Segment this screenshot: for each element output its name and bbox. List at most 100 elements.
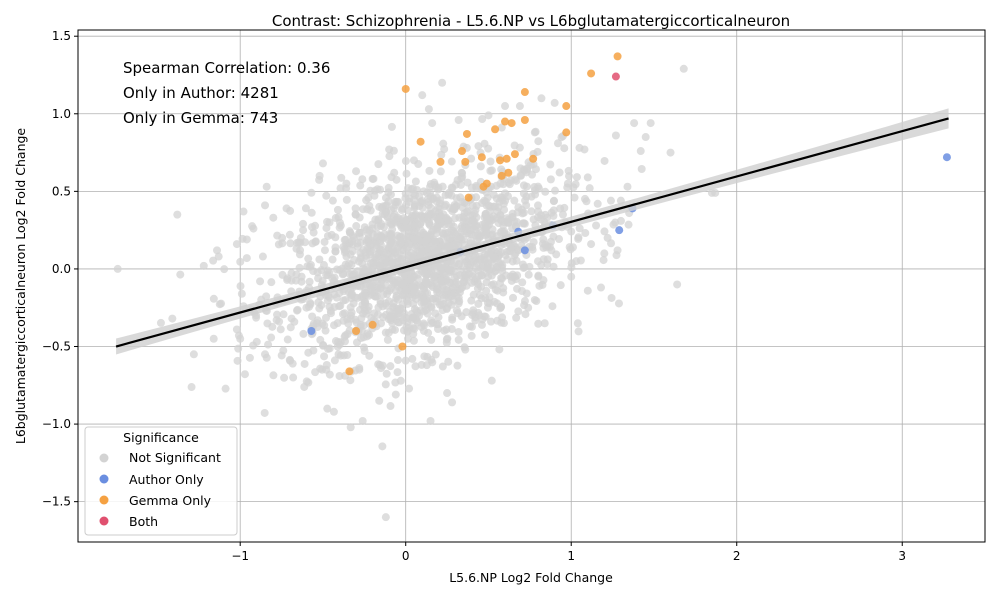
point-not-significant (438, 229, 447, 238)
point-not-significant (553, 139, 562, 148)
point-not-significant (346, 228, 355, 237)
annotation-gemma-only: Only in Gemma: 743 (123, 109, 278, 127)
point-not-significant (454, 115, 463, 124)
point-not-significant (444, 190, 453, 199)
point-not-significant (269, 213, 278, 222)
point-not-significant (307, 208, 316, 217)
point-not-significant (529, 215, 538, 224)
point-not-significant (443, 389, 452, 398)
point-not-significant (378, 442, 387, 451)
point-not-significant (386, 362, 395, 371)
x-axis-label: L5.6.NP Log2 Fold Change (449, 570, 613, 585)
point-not-significant (438, 306, 447, 315)
annotation-author-only: Only in Author: 4281 (123, 84, 279, 102)
point-not-significant (410, 195, 419, 204)
point-not-significant (495, 345, 504, 354)
point-not-significant (558, 210, 567, 219)
point-not-significant (199, 261, 208, 270)
point-not-significant (504, 192, 513, 201)
point-gemma-only (529, 154, 538, 163)
x-tick-label: −1 (231, 549, 249, 563)
point-not-significant (333, 205, 342, 214)
point-not-significant (556, 204, 565, 213)
point-not-significant (540, 319, 549, 328)
point-not-significant (481, 210, 490, 219)
point-not-significant (418, 91, 427, 100)
point-not-significant (352, 167, 361, 176)
point-not-significant (410, 285, 419, 294)
point-not-significant (443, 216, 452, 225)
point-not-significant (624, 220, 633, 229)
point-not-significant (341, 331, 350, 340)
point-not-significant (487, 376, 496, 385)
point-not-significant (330, 273, 339, 282)
point-not-significant (487, 166, 496, 175)
point-gemma-only (401, 84, 410, 93)
point-not-significant (467, 154, 476, 163)
point-not-significant (385, 152, 394, 161)
point-not-significant (390, 168, 399, 177)
point-not-significant (351, 204, 360, 213)
point-not-significant (351, 210, 360, 219)
point-not-significant (307, 188, 316, 197)
legend: Significance Not Significant Author Only… (84, 426, 238, 536)
point-not-significant (459, 277, 468, 286)
point-gemma-only (461, 157, 470, 166)
point-not-significant (302, 303, 311, 312)
point-not-significant (401, 217, 410, 226)
point-not-significant (450, 273, 459, 282)
point-not-significant (376, 185, 385, 194)
point-not-significant (417, 360, 426, 369)
legend-label-gemma-only: Gemma Only (129, 493, 212, 508)
point-not-significant (505, 180, 514, 189)
point-not-significant (366, 240, 375, 249)
point-not-significant (464, 217, 473, 226)
point-not-significant (427, 335, 436, 344)
point-not-significant (362, 225, 371, 234)
point-not-significant (555, 235, 564, 244)
point-not-significant (600, 249, 609, 258)
point-not-significant (567, 227, 576, 236)
point-not-significant (346, 423, 355, 432)
point-gemma-only (477, 153, 486, 162)
x-tick-label: 1 (567, 549, 575, 563)
point-not-significant (481, 330, 490, 339)
point-not-significant (407, 269, 416, 278)
point-not-significant (377, 219, 386, 228)
point-not-significant (236, 257, 245, 266)
point-not-significant (497, 165, 506, 174)
point-not-significant (272, 316, 281, 325)
point-not-significant (572, 173, 581, 182)
point-not-significant (468, 269, 477, 278)
point-not-significant (592, 221, 601, 230)
point-not-significant (320, 352, 329, 361)
point-not-significant (547, 246, 556, 255)
point-not-significant (189, 350, 198, 359)
point-not-significant (492, 181, 501, 190)
point-not-significant (429, 294, 438, 303)
point-not-significant (537, 94, 546, 103)
plot-frame (77, 29, 986, 543)
point-not-significant (456, 193, 465, 202)
point-gemma-only (368, 320, 377, 329)
point-gemma-only (613, 52, 622, 61)
point-not-significant (711, 188, 720, 197)
point-not-significant (568, 243, 577, 252)
point-gemma-only (562, 102, 571, 111)
point-not-significant (533, 201, 542, 210)
point-not-significant (113, 264, 122, 273)
point-not-significant (264, 340, 273, 349)
point-not-significant (232, 325, 241, 334)
point-not-significant (374, 160, 383, 169)
point-not-significant (673, 280, 682, 289)
point-not-significant (474, 279, 483, 288)
point-not-significant (386, 402, 395, 411)
point-not-significant (488, 225, 497, 234)
point-not-significant (388, 253, 397, 262)
point-not-significant (269, 371, 278, 380)
point-not-significant (242, 254, 251, 263)
point-not-significant (383, 335, 392, 344)
point-not-significant (541, 187, 550, 196)
point-not-significant (636, 147, 645, 156)
point-gemma-only (507, 119, 516, 128)
